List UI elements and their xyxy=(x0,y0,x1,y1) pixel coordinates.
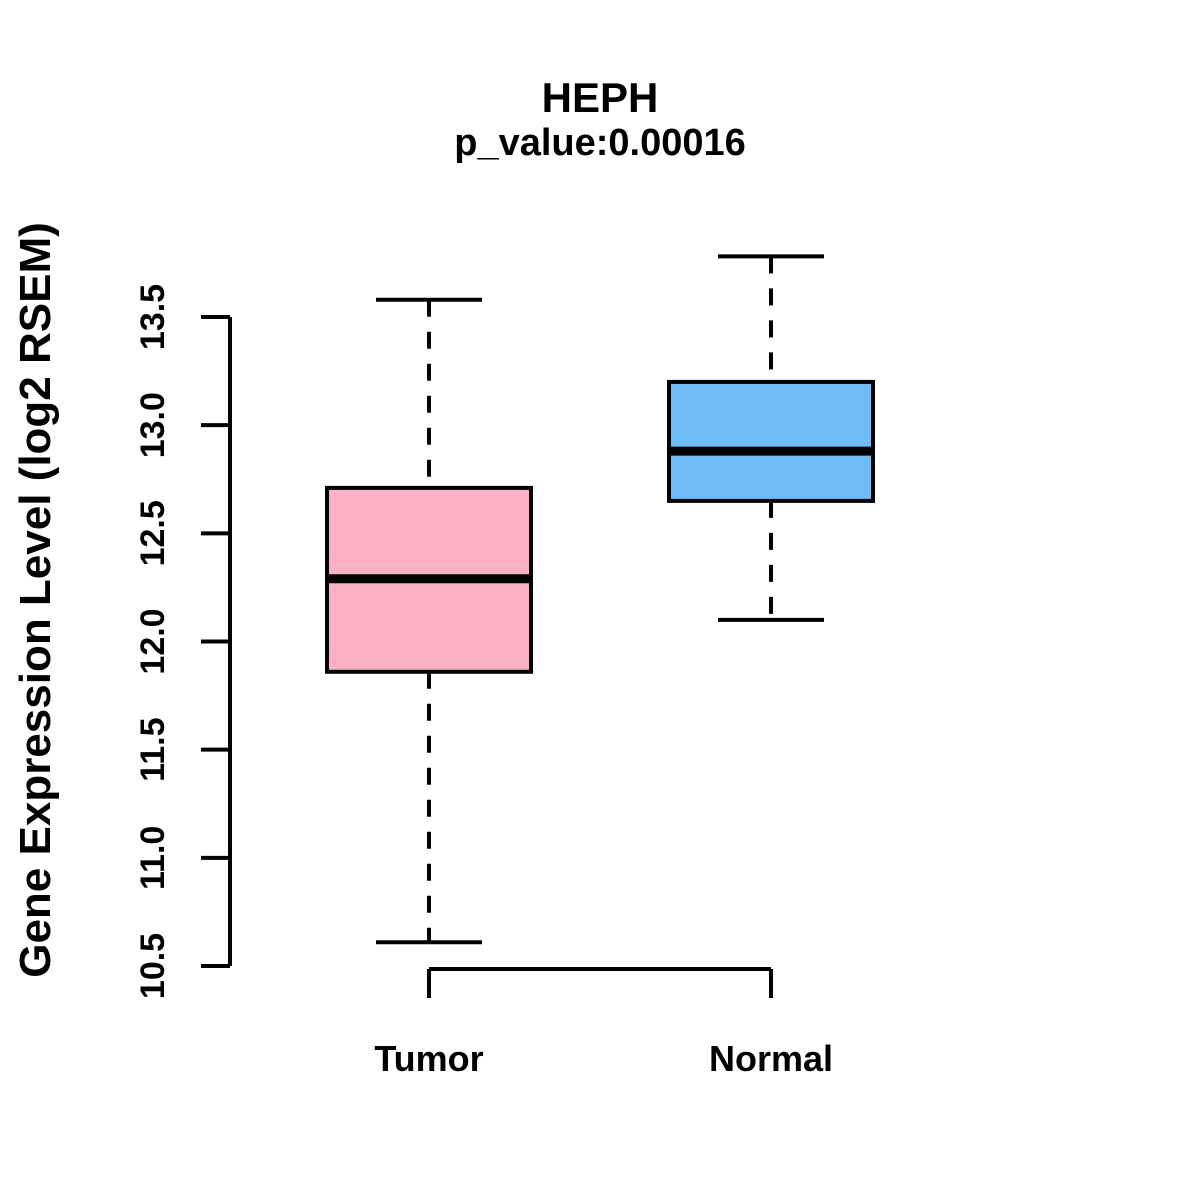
y-tick-label: 13.0 xyxy=(134,392,172,458)
y-tick-label: 12.0 xyxy=(134,608,172,674)
y-tick-label: 10.5 xyxy=(134,933,172,999)
y-tick-label: 13.5 xyxy=(134,284,172,350)
y-tick-label: 12.5 xyxy=(134,500,172,566)
x-category-label-tumor: Tumor xyxy=(374,1038,484,1079)
normal-iqr-box xyxy=(667,379,875,503)
y-tick-label: 11.5 xyxy=(134,718,172,782)
chart-subtitle-pvalue: p_value:0.00016 xyxy=(454,122,746,164)
chart-title: HEPH xyxy=(541,74,659,121)
y-tick-label: 11.0 xyxy=(134,826,172,890)
x-category-label-normal: Normal xyxy=(708,1038,834,1079)
